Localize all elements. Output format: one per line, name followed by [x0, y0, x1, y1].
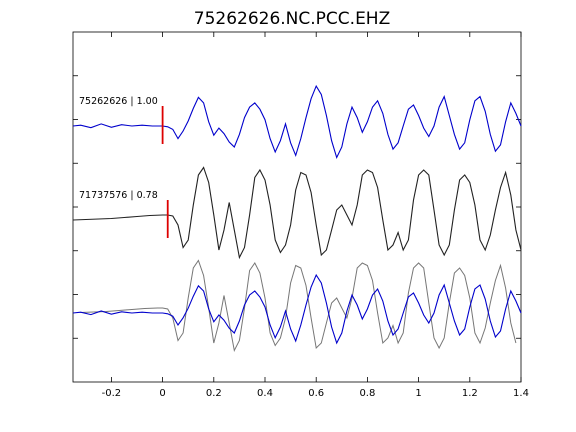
chart-title: 75262626.NC.PCC.EHZ [194, 9, 391, 29]
x-tick-label: 0.8 [359, 388, 375, 399]
seismogram-traces: 75262626 | 1.00 71737576 | 0.78 [72, 84, 522, 353]
x-tick-label: 0 [159, 388, 165, 399]
x-tick-label: 1.4 [513, 388, 529, 399]
x-axis: -0.2 0 0.2 0.4 0.6 0.8 1 1.2 1.4 [102, 32, 529, 399]
x-tick-label: 0.6 [308, 388, 324, 399]
overlay-primary-trace [72, 273, 522, 345]
overlay-reference-trace [80, 259, 517, 353]
trace-line [72, 166, 522, 260]
x-tick-label: 0.4 [257, 388, 273, 399]
y-tick-marks [73, 75, 521, 339]
trace-label: 71737576 | 0.78 [79, 190, 158, 201]
trace-line [72, 84, 522, 160]
x-tick-label: 1.2 [462, 388, 478, 399]
x-tick-label: 0.2 [206, 388, 222, 399]
trace-label: 75262626 | 1.00 [79, 96, 158, 107]
x-tick-label: -0.2 [102, 388, 122, 399]
x-tick-label: 1 [415, 388, 421, 399]
plot-frame [72, 31, 522, 383]
